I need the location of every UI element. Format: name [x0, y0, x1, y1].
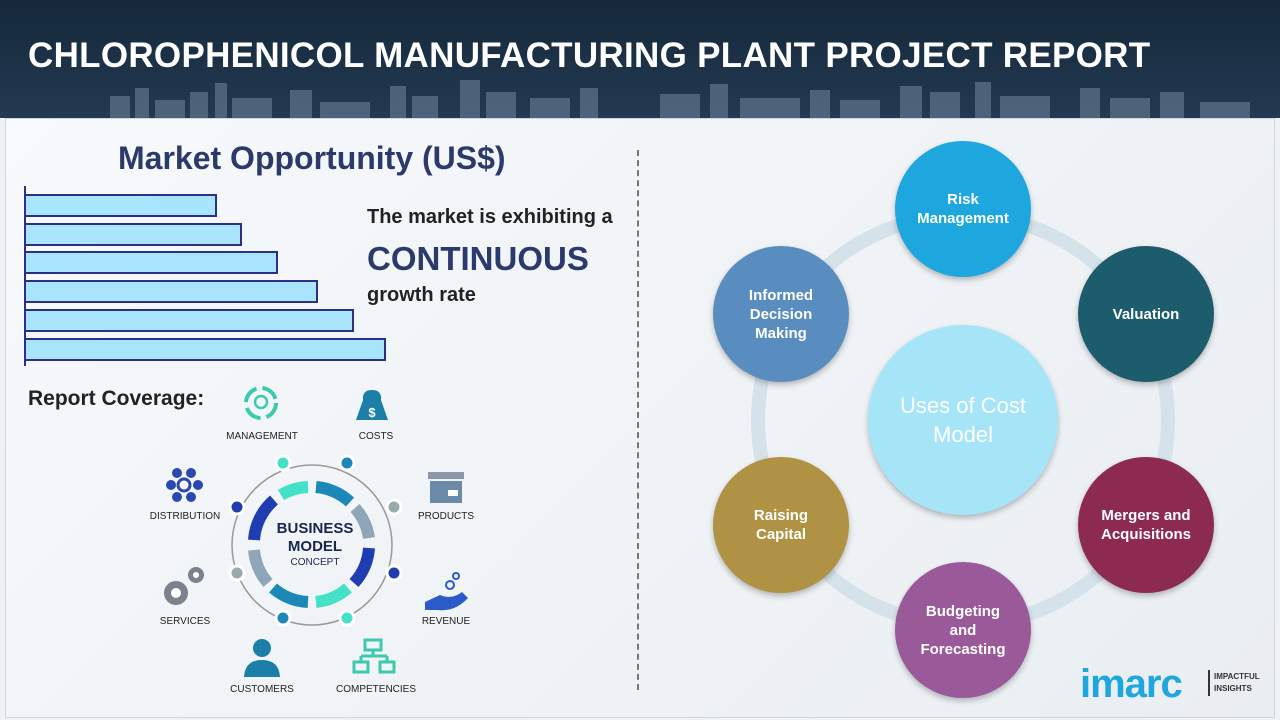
cost-model-item: Mergers and Acquisitions	[1078, 457, 1214, 593]
outer-ring	[231, 464, 393, 626]
money-bag-icon: $	[356, 390, 388, 420]
customer-icon	[244, 639, 280, 677]
report-coverage-title: Report Coverage:	[28, 387, 205, 410]
coverage-distribution: DISTRIBUTION	[149, 511, 221, 522]
coverage-revenue: REVENUE	[421, 616, 471, 627]
logo-tagline2: INSIGHTS	[1214, 684, 1252, 693]
coverage-products: PRODUCTS	[417, 511, 475, 522]
logo-tagline1: IMPACTFUL	[1214, 672, 1260, 681]
cost-model-item: Risk Management	[895, 141, 1031, 277]
hand-coins-icon	[425, 572, 468, 611]
section-divider	[637, 150, 639, 690]
logo-brand: imarc	[1080, 662, 1183, 706]
cost-model-item: Raising Capital	[713, 457, 849, 593]
gears-icon	[164, 567, 204, 605]
page-title: CHLOROPHENICOL MANUFACTURING PLANT PROJE…	[28, 36, 1151, 75]
segment-ring	[248, 481, 375, 608]
coverage-management: MANAGEMENT	[226, 431, 298, 442]
growth-text-line3: growth rate	[367, 284, 476, 306]
box-icon	[428, 472, 464, 503]
city-skyline-image	[110, 80, 1250, 118]
coverage-services: SERVICES	[159, 616, 211, 627]
imarc-logo: imarc IMPACTFUL INSIGHTS	[1080, 658, 1270, 708]
cost-model-item: Valuation	[1078, 246, 1214, 382]
growth-bar	[26, 222, 242, 246]
center-line3: CONCEPT	[291, 557, 340, 568]
content-panel	[5, 118, 1275, 718]
growth-text-line1: The market is exhibiting a	[367, 206, 613, 228]
cost-model-item: Informed Decision Making	[713, 246, 849, 382]
coverage-customers: CUSTOMERS	[230, 684, 294, 695]
cost-model-item: Budgeting and Forecasting	[895, 562, 1031, 698]
growth-text-highlight: CONTINUOUS	[367, 240, 589, 277]
ring-nodes	[228, 454, 403, 627]
center-line1: BUSINESS	[277, 520, 354, 537]
growth-bar	[26, 337, 386, 361]
growth-bar	[26, 280, 318, 304]
center-line2: MODEL	[288, 538, 342, 555]
org-chart-icon	[352, 638, 396, 674]
distribution-network-icon	[166, 468, 203, 502]
growth-bar	[26, 308, 354, 332]
market-opportunity-title: Market Opportunity (US$)	[118, 140, 506, 176]
lightbulb-cycle-icon	[244, 386, 278, 420]
chart-axis	[24, 186, 26, 366]
growth-bar	[26, 194, 217, 217]
coverage-competencies: COMPETENCIES	[335, 684, 417, 695]
coverage-costs: COSTS	[358, 431, 394, 442]
growth-bar	[26, 251, 278, 275]
business-model-diagram: BUSINESS MODEL CONCEPT $	[164, 386, 468, 677]
cost-model-center: Uses of Cost Model	[868, 325, 1058, 515]
svg-text:$: $	[368, 405, 376, 420]
header-banner: CHLOROPHENICOL MANUFACTURING PLANT PROJE…	[0, 0, 1280, 118]
